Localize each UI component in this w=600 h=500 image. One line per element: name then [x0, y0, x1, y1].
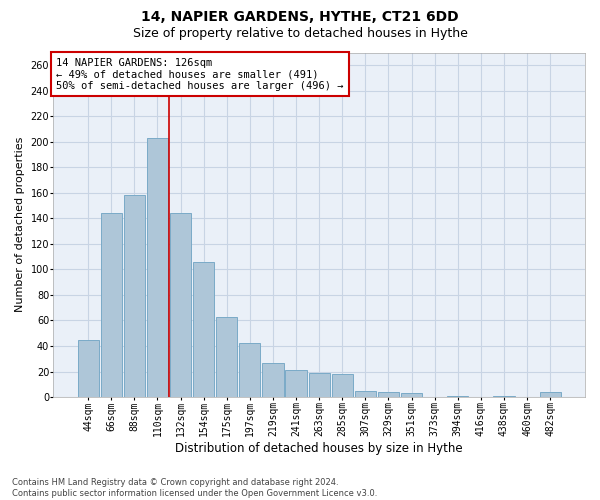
- Bar: [170, 214, 191, 397]
- Bar: [124, 196, 145, 397]
- Bar: [401, 393, 422, 397]
- Bar: [539, 392, 561, 397]
- Bar: [262, 362, 284, 397]
- Bar: [101, 214, 122, 397]
- Bar: [193, 262, 214, 397]
- Y-axis label: Number of detached properties: Number of detached properties: [15, 137, 25, 312]
- Bar: [378, 392, 399, 397]
- Text: Contains HM Land Registry data © Crown copyright and database right 2024.
Contai: Contains HM Land Registry data © Crown c…: [12, 478, 377, 498]
- Bar: [286, 370, 307, 397]
- Text: 14 NAPIER GARDENS: 126sqm
← 49% of detached houses are smaller (491)
50% of semi: 14 NAPIER GARDENS: 126sqm ← 49% of detac…: [56, 58, 344, 91]
- Bar: [216, 316, 238, 397]
- Bar: [447, 396, 469, 397]
- Bar: [308, 373, 330, 397]
- Text: Size of property relative to detached houses in Hythe: Size of property relative to detached ho…: [133, 28, 467, 40]
- Bar: [147, 138, 168, 397]
- Bar: [239, 344, 260, 397]
- X-axis label: Distribution of detached houses by size in Hythe: Distribution of detached houses by size …: [175, 442, 463, 455]
- Bar: [77, 340, 99, 397]
- Bar: [355, 390, 376, 397]
- Bar: [493, 396, 515, 397]
- Bar: [332, 374, 353, 397]
- Text: 14, NAPIER GARDENS, HYTHE, CT21 6DD: 14, NAPIER GARDENS, HYTHE, CT21 6DD: [141, 10, 459, 24]
